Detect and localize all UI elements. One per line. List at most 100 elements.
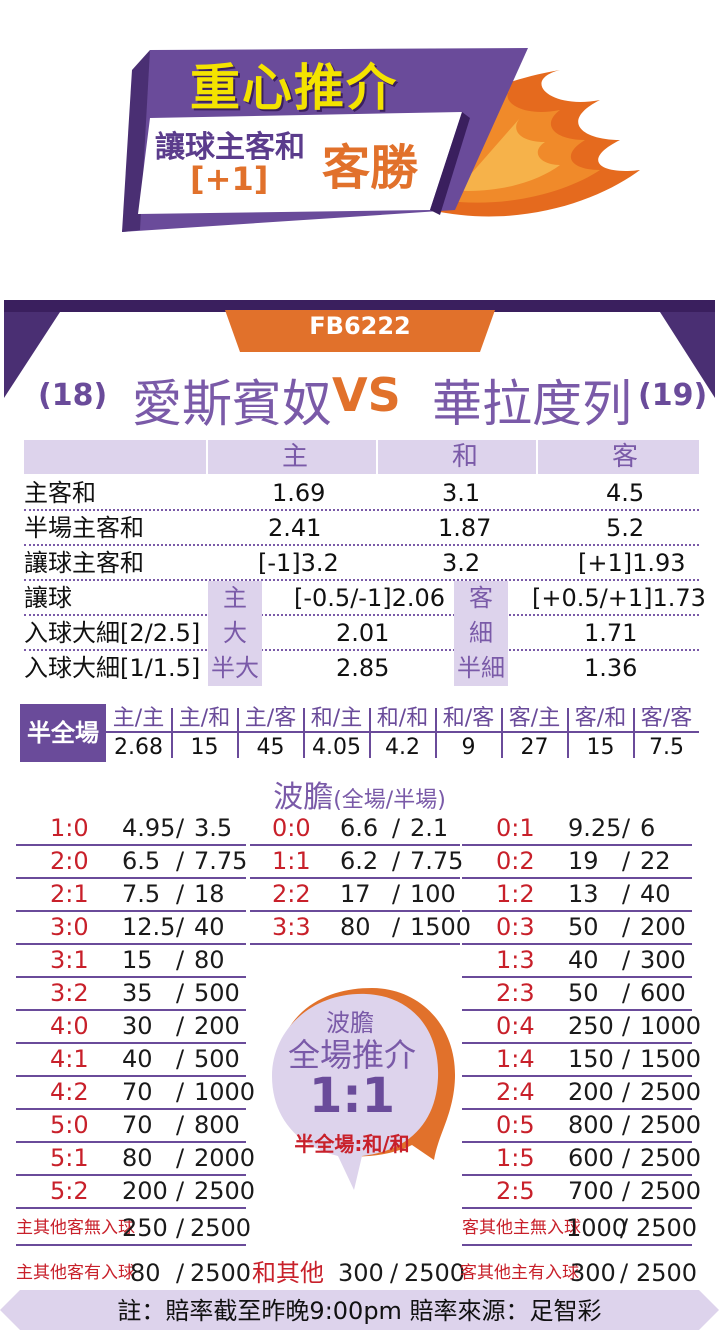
cs-score: 1:2 bbox=[496, 880, 535, 908]
cs-fulltime-odds: 40 bbox=[568, 946, 599, 974]
cs-score: 3:2 bbox=[50, 979, 89, 1007]
odds-row: 半場主客和 2.41 1.87 5.2 bbox=[24, 511, 699, 546]
tip-score: 1:1 bbox=[309, 1068, 395, 1124]
cs-fulltime-odds: 17 bbox=[340, 880, 371, 908]
cs-score: 4:0 bbox=[50, 1012, 89, 1040]
cs-fulltime-odds: 70 bbox=[122, 1111, 153, 1139]
odds-value: 1.36 bbox=[584, 654, 638, 682]
hf-separator bbox=[435, 708, 437, 758]
cs-row-divider bbox=[16, 1174, 246, 1176]
cs-row-divider bbox=[462, 1174, 692, 1176]
cs-halftime-odds: 300 bbox=[640, 946, 686, 974]
hf-separator bbox=[303, 708, 305, 758]
cs-row-divider bbox=[462, 1075, 692, 1077]
cs-slash: / bbox=[176, 1259, 185, 1287]
cs-fulltime-odds: 300 bbox=[338, 1259, 384, 1287]
vs-label: VS bbox=[332, 368, 401, 422]
hf-key: 和/客 bbox=[436, 704, 501, 733]
cs-fulltime-odds: 13 bbox=[568, 880, 599, 908]
cs-score: 3:0 bbox=[50, 913, 89, 941]
cs-row-divider bbox=[462, 877, 692, 879]
odds-label: 半場主客和 bbox=[24, 514, 144, 542]
cs-slash: / bbox=[622, 1111, 631, 1139]
odds-tag: 主 bbox=[208, 581, 262, 616]
odds-away: 5.2 bbox=[606, 514, 645, 542]
half-full-cell: 主/和 15 bbox=[172, 704, 237, 762]
hf-value: 4.05 bbox=[312, 735, 361, 760]
cs-row-divider bbox=[16, 1207, 246, 1209]
cs-slash: / bbox=[622, 913, 631, 941]
cs-halftime-odds: 2500 bbox=[636, 1214, 698, 1242]
odds-row: 入球大細[1/1.5] 半大 2.85 半細 1.36 bbox=[24, 651, 699, 686]
cs-score: 2:1 bbox=[50, 880, 89, 908]
cs-fulltime-odds: 15 bbox=[122, 946, 153, 974]
cs-halftime-odds: 40 bbox=[194, 913, 225, 941]
cs-score: 2:5 bbox=[496, 1177, 535, 1205]
cs-halftime-odds: 2500 bbox=[190, 1259, 252, 1287]
cs-slash: / bbox=[176, 1177, 185, 1205]
cs-fulltime-odds: 80 bbox=[122, 1144, 153, 1172]
cs-score: 客其他主無入球 bbox=[462, 1218, 581, 1238]
cs-fulltime-odds: 30 bbox=[122, 1012, 153, 1040]
half-full-cell: 主/主 2.68 bbox=[106, 704, 171, 762]
odds-tag: 半細 bbox=[454, 651, 508, 686]
cs-fulltime-odds: 1000 bbox=[566, 1214, 628, 1242]
cs-score: 0:5 bbox=[496, 1111, 535, 1139]
cs-row-divider bbox=[16, 1075, 246, 1077]
hf-separator bbox=[567, 708, 569, 758]
odds-tag: 半大 bbox=[208, 651, 262, 686]
cs-score: 0:4 bbox=[496, 1012, 535, 1040]
odds-value: 2.85 bbox=[336, 654, 390, 682]
half-full-cell: 客/主 27 bbox=[502, 704, 567, 762]
cs-halftime-odds: 1000 bbox=[194, 1078, 256, 1106]
cs-fulltime-odds: 35 bbox=[122, 979, 153, 1007]
cs-score: 0:1 bbox=[496, 814, 535, 842]
hf-separator bbox=[171, 708, 173, 758]
hf-separator bbox=[369, 708, 371, 758]
cs-fulltime-odds: 700 bbox=[568, 1177, 614, 1205]
correct-score-title: 波膽(全場/半場) bbox=[0, 772, 719, 816]
half-full-cell: 客/客 7.5 bbox=[634, 704, 699, 762]
cs-row-divider bbox=[16, 877, 246, 879]
cs-row-divider bbox=[462, 1207, 692, 1209]
banner-pick: 客勝 bbox=[322, 140, 419, 196]
cs-score: 1:3 bbox=[496, 946, 535, 974]
cs-halftime-odds: 22 bbox=[640, 847, 671, 875]
cs-slash: / bbox=[390, 1259, 399, 1287]
cs-score: 2:4 bbox=[496, 1078, 535, 1106]
cs-halftime-odds: 18 bbox=[194, 880, 225, 908]
cs-slash: / bbox=[176, 847, 185, 875]
cs-score: 和其他 bbox=[252, 1259, 324, 1287]
cs-score: 3:3 bbox=[272, 913, 311, 941]
cs-row-divider bbox=[250, 943, 460, 945]
cs-fulltime-odds: 12.5 bbox=[122, 913, 176, 941]
hf-separator bbox=[501, 708, 503, 758]
cs-halftime-odds: 7.75 bbox=[194, 847, 248, 875]
cs-row-divider bbox=[16, 943, 246, 945]
cs-halftime-odds: 200 bbox=[194, 1012, 240, 1040]
cs-fulltime-odds: 300 bbox=[570, 1259, 616, 1287]
cs-row-divider bbox=[16, 1141, 246, 1143]
cs-row-divider bbox=[16, 1042, 246, 1044]
hf-value: 2.68 bbox=[114, 735, 163, 760]
cs-slash: / bbox=[176, 814, 185, 842]
cs-slash: / bbox=[622, 1078, 631, 1106]
cs-slash: / bbox=[622, 1012, 631, 1040]
cs-score: 4:1 bbox=[50, 1045, 89, 1073]
cs-slash: / bbox=[392, 814, 401, 842]
cs-halftime-odds: 100 bbox=[410, 880, 456, 908]
cs-subtitle: (全場/半場) bbox=[333, 788, 446, 813]
cs-slash: / bbox=[176, 1111, 185, 1139]
cs-score: 2:0 bbox=[50, 847, 89, 875]
cs-row-divider bbox=[16, 1009, 246, 1011]
cs-fulltime-odds: 6.5 bbox=[122, 847, 161, 875]
odds-label: 讓球主客和 bbox=[24, 549, 144, 577]
cs-halftime-odds: 2500 bbox=[636, 1259, 698, 1287]
odds-row: 主客和 1.69 3.1 4.5 bbox=[24, 476, 699, 511]
odds-header: 主 和 客 bbox=[24, 440, 699, 474]
away-rank: (19) bbox=[638, 378, 708, 413]
hf-key: 客/主 bbox=[502, 704, 567, 733]
cs-halftime-odds: 80 bbox=[194, 946, 225, 974]
cs-halftime-odds: 800 bbox=[194, 1111, 240, 1139]
odds-head-draw: 和 bbox=[452, 442, 479, 472]
